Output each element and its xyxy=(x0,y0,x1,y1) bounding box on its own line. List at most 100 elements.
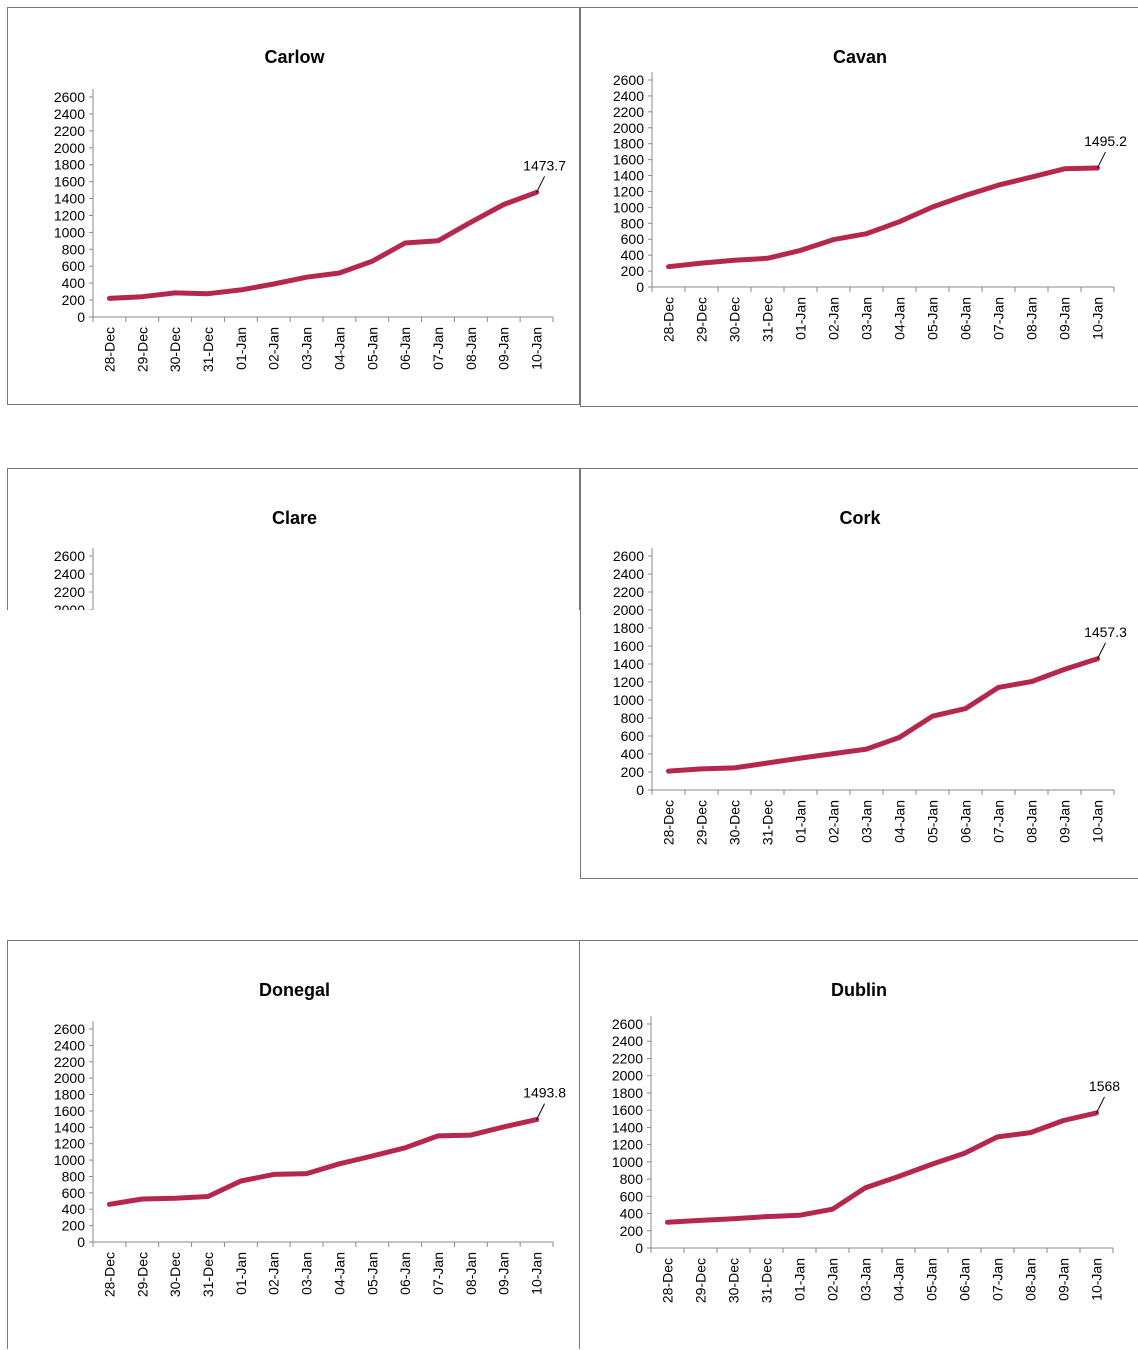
data-point xyxy=(305,275,309,279)
data-point xyxy=(403,1146,407,1150)
y-tick-label: 400 xyxy=(62,275,86,291)
x-tick-label: 01-Jan xyxy=(793,297,809,340)
y-tick-label: 600 xyxy=(621,231,645,247)
y-tick-label: 1200 xyxy=(612,1137,643,1153)
chart-panel-carlow: Carlow 0 200 400 600 800 1000 1200 1400 1600 1800 2… xyxy=(7,7,580,405)
x-tick-label: 31-Dec xyxy=(200,327,216,372)
series-line xyxy=(666,165,1100,270)
data-point xyxy=(700,261,703,265)
data-point xyxy=(436,239,440,243)
x-tick-label: 09-Jan xyxy=(1057,297,1073,340)
y-tick-label: 2600 xyxy=(54,1021,85,1037)
x-tick-label: 07-Jan xyxy=(430,327,446,370)
y-tick-label: 1800 xyxy=(54,1087,85,1103)
chart-svg: Dublin0200400600800100012001400160018002… xyxy=(612,980,1120,1303)
y-tick-label: 800 xyxy=(62,241,86,257)
x-tick-label: 02-Jan xyxy=(825,1258,841,1301)
y-tick-label: 2200 xyxy=(54,584,85,600)
x-tick-label: 29-Dec xyxy=(694,297,710,342)
data-point xyxy=(370,1154,374,1158)
chart-title: Clare xyxy=(272,508,317,528)
y-tick-label: 1400 xyxy=(613,168,644,184)
x-tick-label: 04-Jan xyxy=(892,800,908,843)
x-tick-label: 08-Jan xyxy=(1024,297,1040,340)
data-point xyxy=(667,265,670,269)
y-tick-label: 800 xyxy=(62,1168,86,1184)
chart-title: Dublin xyxy=(831,980,887,1000)
x-tick-label: 06-Jan xyxy=(958,800,974,843)
y-tick-label: 1400 xyxy=(54,191,85,207)
data-point xyxy=(931,714,934,718)
x-tick-label: 29-Dec xyxy=(694,800,710,845)
data-point xyxy=(107,296,111,300)
chart-svg: Carlow0200400600800100012001400160018002… xyxy=(54,47,566,372)
data-point xyxy=(1030,680,1033,684)
data-point xyxy=(337,271,341,275)
x-tick-label: 30-Dec xyxy=(167,327,183,372)
y-tick-label: 2000 xyxy=(613,602,644,618)
data-point xyxy=(305,1172,309,1176)
data-point xyxy=(1063,667,1066,671)
y-tick-label: 1800 xyxy=(613,620,644,636)
x-tick-label: 28-Dec xyxy=(660,1258,676,1303)
data-label: 1457.3 xyxy=(1084,624,1127,640)
y-tick-label: 400 xyxy=(620,1206,644,1222)
x-tick-label: 08-Jan xyxy=(1023,1258,1039,1301)
y-tick-label: 2400 xyxy=(612,1033,643,1049)
data-point xyxy=(502,1125,506,1129)
y-tick-label: 1600 xyxy=(613,152,644,168)
x-tick-label: 06-Jan xyxy=(397,327,413,370)
chart-title: Cavan xyxy=(833,47,887,67)
data-label: 1473.7 xyxy=(523,157,566,173)
x-tick-label: 31-Dec xyxy=(759,1258,775,1303)
x-tick-label: 30-Dec xyxy=(167,1252,183,1297)
y-tick-label: 2000 xyxy=(54,1070,85,1086)
x-tick-label: 07-Jan xyxy=(430,1252,446,1295)
y-tick-label: 2000 xyxy=(613,120,644,136)
data-point xyxy=(964,193,967,197)
x-tick-label: 28-Dec xyxy=(661,800,677,845)
x-tick-label: 29-Dec xyxy=(693,1258,709,1303)
series-line xyxy=(666,656,1100,774)
data-point xyxy=(865,747,868,751)
y-tick-label: 1400 xyxy=(54,1119,85,1135)
y-tick-label: 1600 xyxy=(54,174,85,190)
x-tick-label: 09-Jan xyxy=(1057,800,1073,843)
data-point xyxy=(766,256,769,260)
data-point xyxy=(733,258,736,262)
data-point xyxy=(765,1215,768,1219)
y-tick-label: 0 xyxy=(636,782,644,798)
y-tick-label: 1400 xyxy=(612,1119,643,1135)
x-tick-label: 31-Dec xyxy=(200,1252,216,1297)
data-point xyxy=(666,1220,669,1224)
x-tick-label: 28-Dec xyxy=(101,1252,117,1297)
y-tick-label: 400 xyxy=(621,746,645,762)
x-tick-label: 05-Jan xyxy=(925,800,941,843)
y-tick-label: 200 xyxy=(620,1223,644,1239)
chart-svg: Cavan 02004006008001000120014001600180020… xyxy=(613,47,1127,342)
data-point xyxy=(403,241,407,245)
y-tick-label: 1200 xyxy=(54,1136,85,1152)
data-point xyxy=(865,232,868,236)
x-tick-label: 03-Jan xyxy=(859,297,875,340)
x-tick-label: 05-Jan xyxy=(925,297,941,340)
data-point xyxy=(206,292,210,296)
x-tick-label: 02-Jan xyxy=(266,327,282,370)
data-point xyxy=(864,1186,867,1190)
y-tick-label: 1800 xyxy=(54,157,85,173)
data-point xyxy=(831,1207,834,1211)
y-tick-label: 0 xyxy=(77,1234,85,1250)
data-point xyxy=(272,1172,276,1176)
x-tick-label: 06-Jan xyxy=(957,1258,973,1301)
x-tick-label: 04-Jan xyxy=(891,1258,907,1301)
data-point xyxy=(436,1134,440,1138)
x-tick-label: 04-Jan xyxy=(892,297,908,340)
x-tick-label: 04-Jan xyxy=(331,1252,347,1295)
chart-svg: Cork 0 200 400 600 800 1000 1200 1400 1600 1800 200… xyxy=(613,508,1127,845)
x-tick-label: 10-Jan xyxy=(529,327,545,370)
chart-panel-donegal-frame: Donegal 0 200 400 600 800 1000 1200 1400 1600 1800… xyxy=(7,940,580,1349)
data-point xyxy=(963,1151,966,1155)
data-point xyxy=(173,291,177,295)
x-tick-label: 07-Jan xyxy=(990,1258,1006,1301)
data-label-leader xyxy=(1096,1096,1105,1114)
